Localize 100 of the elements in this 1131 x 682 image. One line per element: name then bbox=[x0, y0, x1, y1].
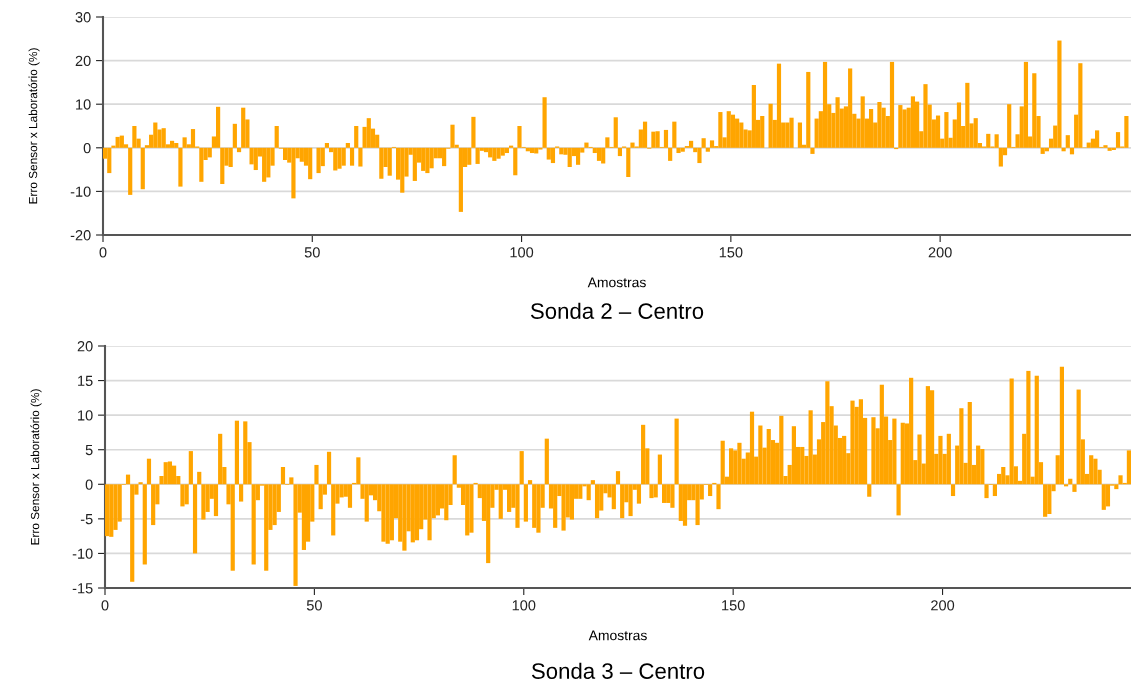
bar bbox=[867, 484, 872, 497]
bar bbox=[546, 147, 551, 160]
text: Sonda 2 – Centro bbox=[530, 302, 704, 319]
bar bbox=[218, 433, 223, 485]
bar bbox=[1078, 63, 1083, 148]
y-tick-label: -20 bbox=[70, 230, 91, 241]
bar bbox=[900, 422, 905, 485]
bar bbox=[410, 484, 415, 543]
bar bbox=[1105, 484, 1111, 507]
y-tick-label: 0 bbox=[83, 142, 91, 154]
bar bbox=[575, 147, 581, 165]
bar bbox=[387, 147, 392, 176]
bar bbox=[898, 105, 903, 148]
bar bbox=[1076, 389, 1081, 485]
bar bbox=[1043, 484, 1048, 517]
bar bbox=[1126, 450, 1131, 485]
bar bbox=[182, 137, 187, 148]
bar bbox=[695, 484, 700, 526]
bar bbox=[272, 484, 277, 526]
bar bbox=[488, 147, 493, 158]
bar bbox=[569, 484, 575, 520]
bar bbox=[178, 147, 183, 187]
bar bbox=[1023, 61, 1029, 148]
bar bbox=[345, 143, 350, 148]
bar bbox=[728, 448, 734, 485]
bar bbox=[132, 126, 137, 148]
bar bbox=[628, 484, 633, 517]
bar bbox=[496, 147, 501, 159]
bar bbox=[871, 417, 876, 485]
bar bbox=[641, 424, 646, 485]
x-tick-label: 0 bbox=[101, 600, 109, 611]
bar bbox=[596, 147, 602, 161]
bar bbox=[1001, 467, 1006, 485]
bar bbox=[337, 147, 342, 169]
bar bbox=[980, 449, 985, 485]
bar bbox=[842, 435, 847, 485]
bar bbox=[1007, 104, 1012, 148]
bar bbox=[716, 484, 721, 510]
bar bbox=[414, 484, 420, 541]
x-tick-label: 100 bbox=[512, 600, 536, 611]
bar bbox=[944, 112, 949, 148]
bar bbox=[965, 82, 970, 148]
bar bbox=[626, 147, 631, 178]
bar bbox=[877, 102, 882, 148]
bar bbox=[251, 484, 256, 565]
bar bbox=[519, 451, 524, 485]
y-tick-label: 30 bbox=[75, 12, 91, 23]
bar bbox=[1089, 455, 1094, 485]
bar bbox=[213, 484, 219, 517]
y-tick-label: -10 bbox=[72, 548, 93, 559]
bar bbox=[860, 96, 865, 148]
bar bbox=[1118, 475, 1123, 485]
bar bbox=[228, 147, 233, 167]
bar bbox=[349, 147, 355, 166]
y-tick-label: 20 bbox=[75, 55, 91, 67]
bar bbox=[264, 484, 269, 571]
bar bbox=[180, 484, 185, 507]
bar bbox=[1124, 115, 1129, 148]
bar bbox=[1093, 458, 1098, 485]
bar bbox=[1009, 378, 1014, 485]
bar bbox=[500, 147, 505, 156]
bar bbox=[976, 445, 981, 485]
bar bbox=[1072, 484, 1077, 492]
bar bbox=[188, 451, 193, 485]
x-tick-label: 200 bbox=[931, 600, 955, 611]
bar bbox=[984, 484, 989, 499]
bar bbox=[358, 147, 363, 167]
bar bbox=[670, 484, 675, 508]
bar bbox=[758, 425, 763, 485]
x-tick-label: 50 bbox=[306, 600, 322, 611]
bar bbox=[1057, 40, 1062, 148]
bar bbox=[442, 147, 447, 167]
bar bbox=[601, 147, 606, 164]
bar bbox=[282, 147, 288, 161]
bar bbox=[364, 484, 369, 522]
bar bbox=[128, 147, 133, 195]
bar bbox=[998, 147, 1003, 167]
bar bbox=[1115, 132, 1121, 148]
bar bbox=[749, 411, 755, 485]
bar bbox=[697, 147, 702, 164]
bar bbox=[316, 147, 321, 174]
y-axis-title: Erro Sensor x Laboratório (%) bbox=[30, 389, 42, 545]
bar bbox=[515, 484, 520, 528]
bar bbox=[498, 484, 503, 519]
bar bbox=[253, 147, 258, 171]
bar bbox=[243, 421, 248, 485]
bar bbox=[879, 384, 884, 485]
text: Sonda 3 – Centro bbox=[531, 662, 705, 679]
bar bbox=[151, 484, 156, 526]
bar bbox=[959, 408, 964, 485]
bar bbox=[167, 461, 172, 485]
bar bbox=[486, 484, 491, 564]
bar bbox=[197, 471, 202, 485]
bar bbox=[262, 147, 267, 182]
bar bbox=[301, 484, 307, 550]
bar bbox=[590, 480, 595, 485]
bar bbox=[201, 484, 206, 520]
bar bbox=[730, 114, 736, 148]
bar bbox=[668, 147, 673, 161]
bar bbox=[216, 106, 221, 148]
